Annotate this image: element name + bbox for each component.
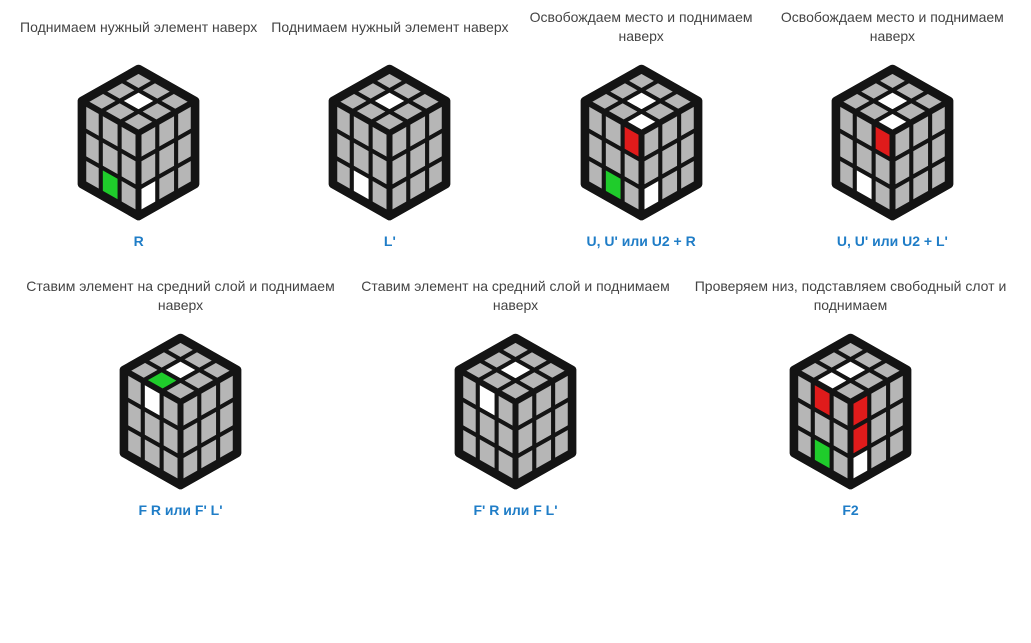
move-notation: F' R или F L': [473, 502, 557, 518]
cube-diagram: [564, 60, 719, 225]
steps-row-1: Поднимаем нужный элемент наверхRПоднимае…: [18, 8, 1013, 249]
step-description: Проверяем низ, подставляем свободный сло…: [688, 277, 1013, 315]
move-notation: L': [384, 233, 396, 249]
move-notation: U, U' или U2 + L': [837, 233, 948, 249]
cube-diagram: [103, 329, 258, 494]
step-cell: Поднимаем нужный элемент наверх R: [18, 8, 259, 249]
step-cell: Ставим элемент на средний слой и поднима…: [353, 277, 678, 518]
cube-diagram: [312, 60, 467, 225]
step-description: Поднимаем нужный элемент наверх: [271, 8, 508, 46]
cube-diagram: [438, 329, 593, 494]
move-notation: F R или F' L': [138, 502, 222, 518]
cube-diagram: [815, 60, 970, 225]
step-description: Ставим элемент на средний слой и поднима…: [18, 277, 343, 315]
cube-diagram: [61, 60, 216, 225]
step-cell: Поднимаем нужный элемент наверх L': [269, 8, 510, 249]
steps-row-2: Ставим элемент на средний слой и поднима…: [18, 277, 1013, 518]
step-cell: Освобождаем место и поднимаем наверх U, U…: [521, 8, 762, 249]
step-description: Освобождаем место и поднимаем наверх: [772, 8, 1013, 46]
step-cell: Проверяем низ, подставляем свободный сло…: [688, 277, 1013, 518]
move-notation: F2: [842, 502, 858, 518]
step-cell: Ставим элемент на средний слой и поднима…: [18, 277, 343, 518]
step-description: Поднимаем нужный элемент наверх: [20, 8, 257, 46]
cube-diagram: [773, 329, 928, 494]
move-notation: R: [134, 233, 144, 249]
step-description: Ставим элемент на средний слой и поднима…: [353, 277, 678, 315]
move-notation: U, U' или U2 + R: [587, 233, 696, 249]
step-cell: Освобождаем место и поднимаем наверх U, U…: [772, 8, 1013, 249]
step-description: Освобождаем место и поднимаем наверх: [521, 8, 762, 46]
